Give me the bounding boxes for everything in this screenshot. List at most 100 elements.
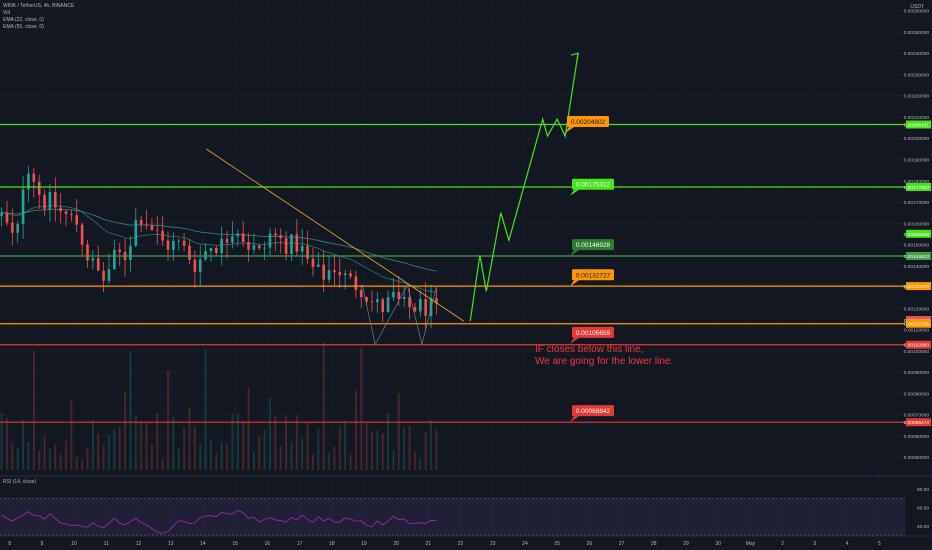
time-tick-label: 28	[651, 541, 657, 547]
volume-bar	[301, 437, 304, 470]
level-label-box	[572, 405, 614, 417]
candle-body	[300, 245, 304, 252]
price-axis	[905, 0, 932, 550]
time-tick-label: 2	[781, 541, 784, 547]
chart-legend: WINK / TetherUS, 4h, BINANCE Vol EMA (22…	[3, 3, 74, 31]
price-tick-label: 0.00210000	[904, 115, 930, 121]
candle-body	[145, 224, 148, 226]
candle-body	[257, 245, 261, 249]
price-tick-label: 0.00060000	[904, 434, 930, 440]
rsi-tick-label: 60.00	[917, 506, 929, 512]
candle-body	[354, 276, 358, 291]
volume-bar	[371, 431, 373, 470]
candle-body	[193, 259, 197, 272]
candle-body	[70, 213, 73, 216]
candle-body	[295, 234, 299, 252]
level-label-box	[572, 269, 614, 281]
price-tick-label: 0.00080000	[904, 391, 930, 397]
candle-body	[166, 240, 170, 250]
volume-bar	[247, 387, 250, 470]
volume-bar	[365, 422, 368, 470]
volume-bar	[424, 431, 427, 470]
volume-bar	[70, 400, 73, 470]
ema-line	[1, 208, 437, 272]
volume-bar	[6, 418, 8, 470]
time-tick-label: 26	[587, 541, 593, 547]
volume-bar	[215, 452, 218, 470]
candle-body	[53, 191, 57, 208]
trendline	[205, 148, 464, 322]
volume-bar	[338, 426, 341, 470]
volume-bar	[183, 427, 186, 470]
volume-bar	[403, 427, 406, 470]
candle-body	[209, 247, 213, 252]
price-tick-label: 0.00160000	[904, 221, 930, 227]
price-tick-label: 0.00100000	[904, 349, 930, 355]
volume-bar	[32, 350, 35, 470]
volume-bar	[27, 441, 30, 470]
candle-body	[96, 258, 100, 271]
candle-body	[418, 298, 422, 312]
time-tick-label: May	[746, 541, 756, 547]
volume-bar	[285, 415, 288, 470]
level-label-pointer	[570, 337, 579, 344]
candle-body	[338, 272, 342, 276]
volume-bar	[172, 416, 175, 470]
time-tick-label: 5	[878, 541, 881, 547]
candle-body	[290, 234, 293, 254]
candle-body	[113, 249, 116, 270]
candle-body	[80, 224, 84, 245]
candle-body	[118, 249, 122, 253]
time-tick-label: 25	[554, 541, 560, 547]
candle-body	[198, 259, 202, 272]
volume-bar	[269, 397, 271, 470]
volume-bar	[177, 448, 180, 470]
volume-bar	[86, 448, 89, 470]
time-tick-label: 22	[458, 541, 464, 547]
volume-bar	[43, 435, 46, 470]
candle-body	[424, 298, 427, 316]
volume-bar	[161, 458, 164, 470]
candle-body	[102, 270, 105, 281]
price-tag-text: 0.00177063	[904, 185, 930, 191]
annotation-line-2: We are going for the lower line.	[535, 356, 674, 367]
level-label-text: 0.00146928	[576, 242, 611, 249]
price-tick-label: 0.00230000	[904, 72, 930, 78]
candle-body	[86, 244, 89, 261]
candle-body	[215, 247, 218, 254]
candle-body	[397, 291, 401, 299]
time-tick-label: 17	[297, 541, 303, 547]
volume-bar	[204, 349, 207, 470]
volume-bar	[102, 445, 105, 470]
level-label-box	[572, 178, 614, 190]
volume-bar	[381, 433, 384, 470]
price-tag-text: 0.00206451	[904, 123, 930, 129]
price-tick-label: 0.00070000	[904, 413, 930, 419]
price-tick-label: 0.00200000	[904, 136, 930, 142]
price-tick-label: 0.00250000	[904, 30, 930, 36]
candle-body	[306, 245, 309, 259]
volume-bar	[344, 421, 347, 470]
candle-body	[177, 240, 181, 242]
volume-bar	[376, 430, 379, 470]
rsi-band	[0, 498, 905, 535]
legend-vol: Vol	[3, 10, 10, 16]
volume-bar	[220, 442, 223, 470]
candle-body	[311, 258, 315, 267]
candle-body	[241, 233, 245, 242]
price-tag-text: 0.00102900	[904, 343, 930, 349]
time-tick-label: 24	[522, 541, 528, 547]
time-tick-label: 12	[136, 541, 142, 547]
level-label-pointer	[570, 416, 579, 423]
volume-bar	[75, 457, 78, 470]
candle-body	[0, 212, 3, 216]
volume-bar	[360, 347, 363, 470]
candle-body	[322, 264, 325, 280]
candle-body	[376, 299, 379, 303]
candle-body	[317, 264, 320, 267]
time-tick-label: 29	[683, 541, 689, 547]
time-tick-label: 10	[71, 541, 77, 547]
level-label-pointer	[570, 189, 579, 196]
price-tag-text: 0.00155066	[904, 232, 930, 238]
